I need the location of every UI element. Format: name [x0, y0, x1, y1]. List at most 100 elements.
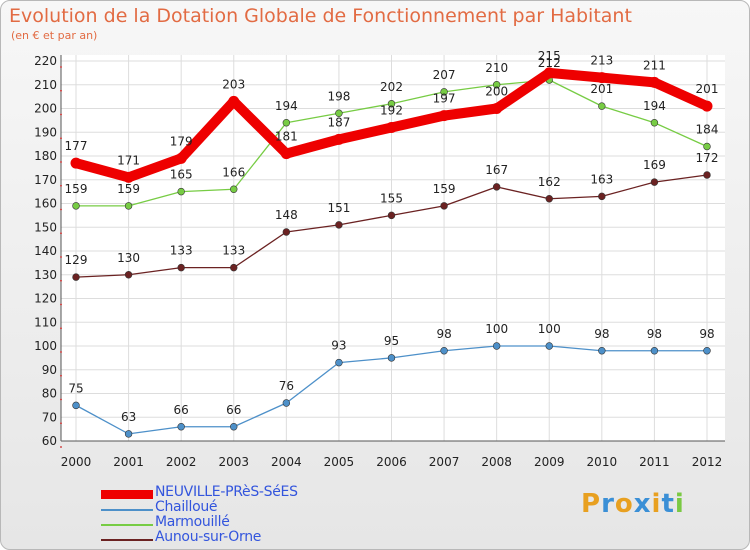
data-point — [386, 122, 397, 133]
data-label: 163 — [590, 172, 613, 186]
y-tick-label: 200 — [34, 102, 57, 116]
data-label: 159 — [433, 182, 456, 196]
data-point — [491, 103, 503, 114]
data-point — [335, 221, 343, 229]
y-tick-label: 70 — [42, 410, 57, 424]
data-label: 202 — [380, 80, 403, 94]
data-label: 213 — [590, 54, 613, 68]
data-point — [123, 171, 135, 183]
x-tick-label: 2005 — [324, 455, 355, 469]
data-point — [387, 354, 396, 362]
legend-label: Chailloué — [155, 499, 218, 515]
data-label: 171 — [117, 153, 140, 167]
data-point — [703, 171, 711, 179]
data-point — [440, 347, 448, 355]
data-point — [545, 342, 553, 350]
logo-letter: o — [614, 489, 634, 519]
y-axis-marker — [60, 374, 62, 377]
data-label: 167 — [485, 163, 508, 177]
data-label: 98 — [647, 327, 662, 341]
y-axis-marker — [60, 351, 62, 353]
data-point — [440, 202, 448, 210]
data-point — [282, 119, 291, 127]
logo-letter: t — [661, 489, 675, 519]
data-point — [492, 342, 501, 350]
data-point — [440, 88, 448, 96]
data-label: 197 — [433, 92, 456, 106]
data-label: 212 — [538, 56, 561, 70]
data-point — [650, 347, 659, 355]
data-label: 63 — [121, 410, 136, 424]
data-label: 148 — [275, 208, 298, 222]
data-label: 169 — [643, 158, 666, 172]
x-tick-label: 2009 — [534, 455, 565, 469]
data-label: 133 — [222, 244, 245, 258]
y-tick-label: 130 — [34, 268, 57, 282]
data-point — [650, 178, 659, 186]
data-point — [335, 358, 343, 367]
logo-letter: i — [674, 489, 685, 519]
x-tick-label: 2003 — [218, 455, 249, 469]
y-axis-marker — [60, 256, 62, 258]
data-label: 201 — [696, 82, 719, 96]
data-label: 66 — [174, 403, 189, 417]
y-axis-marker — [60, 422, 62, 425]
y-tick-label: 90 — [42, 363, 57, 377]
y-tick-label: 110 — [34, 315, 57, 329]
data-label: 129 — [65, 253, 88, 267]
data-label: 159 — [117, 182, 140, 196]
data-label: 98 — [436, 327, 451, 341]
data-label: 75 — [68, 381, 83, 395]
y-tick-label: 210 — [34, 78, 57, 92]
y-tick-label: 180 — [34, 149, 57, 163]
data-point — [596, 72, 608, 84]
data-label: 155 — [380, 191, 403, 205]
data-label: 187 — [327, 115, 350, 129]
data-label: 100 — [485, 322, 508, 336]
data-label: 98 — [699, 327, 714, 341]
x-tick-label: 2012 — [692, 455, 723, 469]
y-tick-label: 100 — [34, 339, 57, 353]
data-label: 162 — [538, 175, 561, 189]
line-chart: 60 70 80 90 100 110 120 130 140 150 160 170 180 190 20… — [34, 49, 725, 469]
data-point — [124, 271, 133, 279]
plot-area — [61, 55, 725, 441]
data-label: 203 — [222, 77, 245, 91]
y-axis-marker — [60, 137, 62, 140]
legend-label: Marmouillé — [155, 514, 230, 530]
data-label: 130 — [117, 251, 140, 265]
data-point — [124, 202, 133, 210]
data-label: 194 — [643, 99, 666, 113]
legend-swatch — [101, 490, 153, 499]
data-label: 177 — [65, 139, 88, 153]
data-label: 215 — [538, 49, 561, 63]
data-point — [177, 263, 185, 272]
data-label: 201 — [590, 82, 613, 96]
data-label: 151 — [327, 201, 350, 215]
data-point — [72, 401, 80, 410]
x-tick-label: 2000 — [61, 455, 92, 469]
data-point — [72, 202, 80, 210]
data-point — [230, 423, 238, 431]
data-label: 194 — [275, 99, 298, 113]
y-axis-marker — [60, 184, 62, 187]
y-tick-label: 150 — [34, 220, 57, 234]
data-label: 179 — [170, 134, 193, 148]
data-point — [175, 152, 187, 164]
data-label: 210 — [485, 61, 508, 75]
data-point — [177, 187, 185, 196]
x-tick-label: 2004 — [271, 455, 302, 469]
y-tick-label: 190 — [34, 125, 57, 139]
y-axis-marker — [60, 327, 62, 330]
data-label: 207 — [433, 68, 456, 82]
y-axis-marker — [60, 279, 62, 282]
data-label: 200 — [485, 85, 508, 99]
x-tick-label: 2008 — [481, 455, 512, 469]
data-point — [230, 263, 238, 272]
data-point — [280, 148, 292, 160]
data-point — [703, 142, 711, 151]
legend-label: NEUVILLE-PRèS-SéES — [155, 484, 298, 500]
legend-swatch — [101, 524, 153, 526]
data-label: 93 — [331, 339, 346, 353]
data-label: 133 — [170, 244, 193, 258]
